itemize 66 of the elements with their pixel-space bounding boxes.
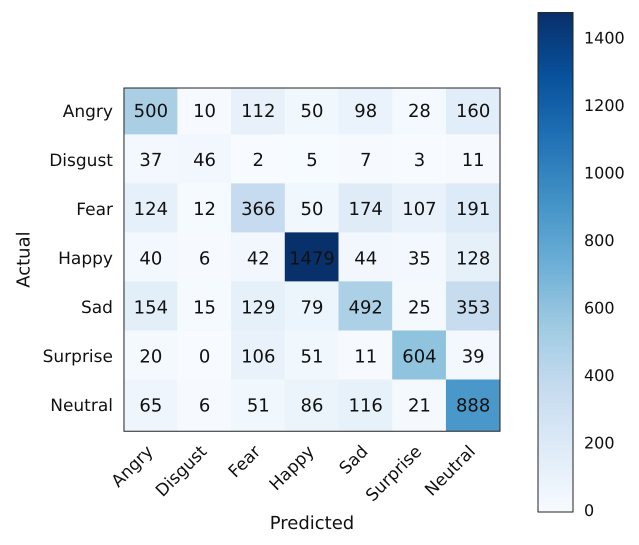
data-label: 50 <box>300 101 324 122</box>
data-label: 6 <box>198 248 210 270</box>
data-label: 154 <box>134 297 168 318</box>
data-label: 492 <box>348 297 383 318</box>
data-label: 129 <box>241 297 276 318</box>
data-label: 42 <box>246 248 270 270</box>
data-label: 10 <box>193 101 216 122</box>
data-label: 160 <box>456 101 490 122</box>
data-label: 3 <box>414 150 426 172</box>
data-label: 124 <box>134 199 168 220</box>
color-bar-label: 600 <box>584 298 615 318</box>
y-tick-label: Disgust <box>49 150 114 171</box>
data-label: 86 <box>300 395 324 416</box>
data-label: 0 <box>198 346 210 368</box>
data-label: 37 <box>139 150 162 172</box>
y-tick-label: Surprise <box>42 347 113 368</box>
data-label: 15 <box>193 297 216 318</box>
data-label: 51 <box>300 346 324 368</box>
color-bar-label: 1000 <box>584 163 625 182</box>
data-label: 174 <box>348 199 383 220</box>
data-label: 2 <box>252 150 264 172</box>
data-label: 44 <box>354 248 378 270</box>
data-label: 353 <box>456 297 490 318</box>
color-bar-label: 1200 <box>584 96 625 115</box>
y-tick-label: Sad <box>80 298 113 318</box>
data-label: 46 <box>193 150 216 172</box>
data-label: 888 <box>456 395 490 416</box>
data-label: 65 <box>139 395 162 416</box>
data-label: 7 <box>360 150 372 172</box>
data-label: 5 <box>306 150 318 172</box>
data-label: 107 <box>402 199 437 220</box>
data-label: 191 <box>456 199 490 220</box>
data-label: 6 <box>198 395 210 416</box>
data-label: 39 <box>462 346 485 368</box>
data-label: 35 <box>408 248 431 270</box>
data-label: 21 <box>408 395 431 416</box>
data-label: 112 <box>241 101 276 122</box>
data-label: 98 <box>354 101 378 122</box>
x-axis-title: Predicted <box>270 512 354 534</box>
y-tick-label: Fear <box>76 200 113 220</box>
color-bar-label: 400 <box>584 366 615 386</box>
data-label: 50 <box>300 199 324 220</box>
color-bar-label: 800 <box>584 231 615 250</box>
data-label: 11 <box>354 346 378 368</box>
data-label: 11 <box>462 150 485 172</box>
data-label: 116 <box>348 395 383 416</box>
data-label: 500 <box>134 101 168 122</box>
data-label: 106 <box>241 346 276 368</box>
data-label: 20 <box>139 346 162 368</box>
data-label: 40 <box>139 248 162 270</box>
y-axis-title: Actual <box>13 231 34 288</box>
data-label: 1479 <box>289 248 335 270</box>
data-label: 128 <box>456 248 490 270</box>
data-label: 51 <box>246 395 270 416</box>
data-label: 604 <box>402 346 437 368</box>
color-bar-label: 1400 <box>584 28 625 48</box>
color-bar-label: 0 <box>584 501 594 520</box>
data-label: 12 <box>193 199 216 220</box>
data-label: 28 <box>408 101 431 122</box>
data-label: 79 <box>300 297 324 318</box>
color-bar-label: 200 <box>584 434 615 453</box>
y-tick-label: Angry <box>62 102 113 122</box>
data-label: 25 <box>408 297 431 318</box>
y-tick-label: Neutral <box>50 396 113 416</box>
y-tick-label: Happy <box>58 249 113 270</box>
data-label: 366 <box>241 199 276 220</box>
